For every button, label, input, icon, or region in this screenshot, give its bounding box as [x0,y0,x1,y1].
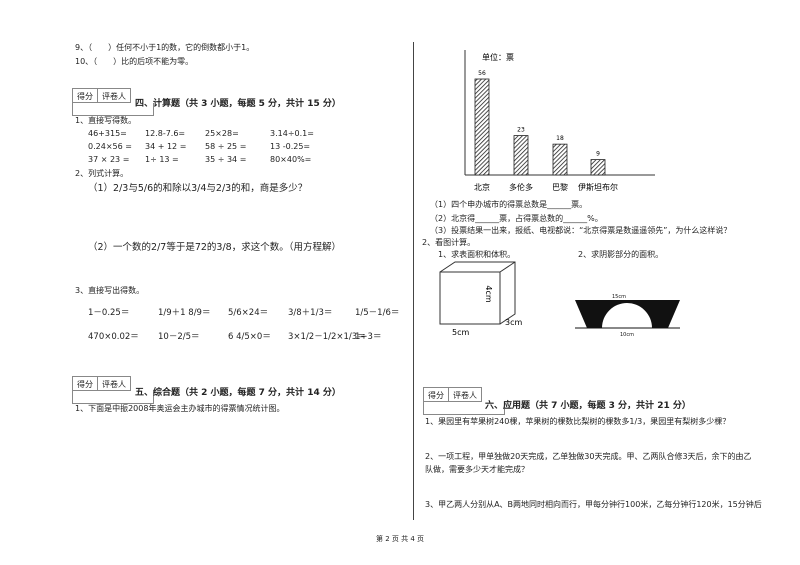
value-label: 9 [596,151,600,158]
question: （1）四个申办城市的得票总数是______票。 [430,200,588,209]
column-divider [413,42,414,520]
calc-item: 12.8-7.6= [145,129,186,138]
dimension-label: 5cm [452,328,469,337]
bar [513,135,529,176]
calc-item: 80×40%= [270,155,312,164]
score-box: 得分 评卷人 [72,88,131,103]
score-box: 得分 评卷人 [72,376,131,391]
value-label: 18 [556,135,564,142]
bar [552,143,568,176]
dimension-label: 15cm [612,294,626,300]
bar [590,159,606,176]
question: （2）北京得______票，占得票总数的______%。 [430,214,603,223]
dimension-label: 4cm [484,285,493,302]
calc-item: 46+315= [88,129,127,138]
box-front [439,271,501,325]
category-label: 多伦多 [509,182,533,192]
calc-item: 5/6×24＝ [228,308,269,318]
question: 1、果园里有苹果树240棵，苹果树的棵数比梨树的棵数多1/3，果园里有梨树多少棵… [425,417,731,426]
calc-item: 1÷ 13 = [145,155,179,164]
question: （1）2/3与5/6的和除以3/4与2/3的和，商是多少？ [88,183,308,194]
box-edges [439,261,516,325]
calc-item: 34 + 12 = [145,142,187,151]
calc-item: 3×1/2－1/2×1/3＝ [288,332,366,342]
category-label: 巴黎 [552,182,568,192]
shaded-arch [575,300,680,328]
question: （3）投票结果一出来，报纸、电视都说：“北京得票是数遥遥领先”，为什么这样说？ [430,226,732,235]
question: 2、看图计算。 [422,238,476,247]
calc-item: 58 ÷ 25 = [205,142,247,151]
question: 3、甲乙两人分别从A、B两地同时相向而行，甲每分钟行100米，乙每分钟行120米… [425,500,762,509]
score-label: 得分 [77,92,93,101]
calc-item: 13 -0.25= [270,142,311,151]
calc-item: 1÷3＝ [355,332,382,342]
section-title: 五、综合题（共 2 小题，每题 7 分，共计 14 分） [135,388,341,398]
section-title: 六、应用题（共 7 小题，每题 3 分，共计 21 分） [485,401,691,411]
score-box-blank [72,391,154,404]
question: 队做，需要多少天才能完成？ [425,465,529,474]
calc-item: 470×0.02＝ [88,332,139,342]
calc-item: 10－2/5＝ [158,332,200,342]
question: 2、一项工程，甲单独做20天完成，乙单独做30天完成。甲、乙两队合修3天后，余下… [425,452,752,461]
question: 2、求阴影部分的面积。 [578,250,664,259]
question: 10、（ ）比的后项不能为零。 [75,57,194,66]
grader-label: 评卷人 [97,89,130,102]
question: 9、（ ）任何不小于1的数，它的倒数都小于1。 [75,43,255,52]
value-label: 56 [478,70,486,77]
chart-unit: 单位：票 [482,52,514,62]
calc-item: 1/9＋1 8/9＝ [158,308,211,318]
question: 1、直接写得数。 [75,116,137,125]
calc-item: 35 ÷ 34 = [205,155,247,164]
score-label: 得分 [77,380,93,389]
dimension-label: 3cm [505,318,522,327]
score-box: 得分 评卷人 [423,387,482,402]
page-footer: 第 2 页 共 4 页 [375,535,425,543]
question: 1、下面是中振2008年奥运会主办城市的得票情况统计图。 [75,404,285,413]
grader-label: 评卷人 [97,377,130,390]
score-label: 得分 [428,391,444,400]
section-title: 四、计算题（共 3 小题，每题 5 分，共计 15 分） [135,99,341,109]
question: 2、列式计算。 [75,169,129,178]
calc-item: 3/8＋1/3＝ [288,308,333,318]
score-box-blank [72,103,154,116]
calc-item: 6 4/5×0＝ [228,332,271,342]
question: （2）一个数的2/7等于是72的3/8，求这个数。（用方程解） [88,242,341,253]
calc-item: 25×28= [205,129,239,138]
calc-item: 1/5－1/6＝ [355,308,400,318]
dimension-label: 10cm [620,332,634,338]
question: 1、求表面积和体积。 [438,250,516,259]
value-label: 23 [517,127,525,134]
box-edge [499,261,516,273]
category-label: 北京 [474,182,490,192]
calc-item: 37 × 23 = [88,155,130,164]
score-box-blank [423,402,505,415]
question: 3、直接写出得数。 [75,286,145,295]
bar [474,78,490,176]
grader-label: 评卷人 [448,388,481,401]
calc-item: 3.14÷0.1= [270,129,314,138]
calc-item: 1－0.25＝ [88,308,130,318]
category-label: 伊斯坦布尔 [578,182,618,192]
calc-item: 0.24×56 = [88,142,132,151]
